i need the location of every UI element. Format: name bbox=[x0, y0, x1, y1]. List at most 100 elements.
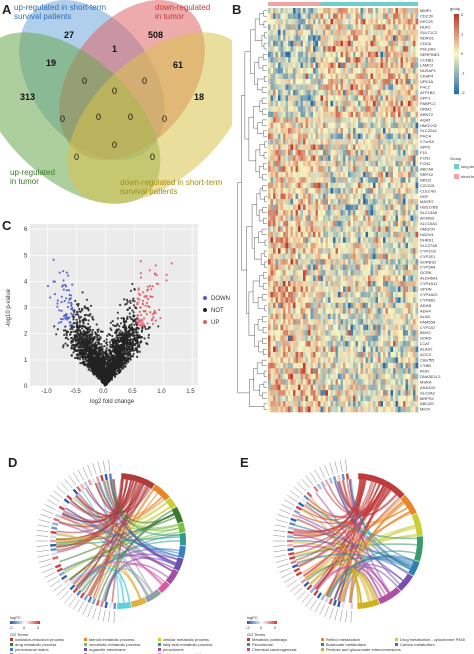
gene-label-stub bbox=[305, 475, 314, 486]
volcano-point bbox=[65, 271, 68, 274]
gene-label-stub bbox=[284, 499, 295, 506]
volcano-point bbox=[101, 355, 104, 358]
x-tick-label: 1.5 bbox=[186, 389, 195, 395]
volcano-point bbox=[94, 350, 98, 353]
volcano-point bbox=[170, 262, 173, 265]
volcano-point bbox=[138, 298, 141, 301]
gene-label: ANXA10 bbox=[420, 385, 436, 390]
gene-label: SLC2A2 bbox=[420, 390, 436, 395]
term-label: Pentose and glucuronate interconversions bbox=[326, 647, 401, 652]
gene-tick bbox=[95, 475, 100, 483]
gene-label-stub bbox=[279, 567, 291, 573]
volcano-point bbox=[132, 314, 135, 317]
volcano-plot: -1.0 -0.5 0.0 0.5 1.0 1.5 0 1 2 3 4 5 6 log2 fold cha… bbox=[6, 224, 230, 405]
gene-label-stub bbox=[97, 608, 102, 621]
chord bbox=[296, 553, 409, 574]
gene-label-stub bbox=[290, 583, 300, 592]
volcano-point bbox=[96, 330, 100, 333]
gene-label-stub bbox=[44, 504, 56, 510]
legend-marker bbox=[203, 320, 207, 324]
volcano-point bbox=[82, 360, 85, 363]
volcano-point bbox=[113, 337, 116, 341]
volcano-point bbox=[105, 374, 108, 377]
venn-diagram: up-regulated in short-term survival pati… bbox=[0, 0, 232, 210]
gene-label-stub bbox=[36, 529, 49, 533]
volcano-point bbox=[107, 373, 110, 376]
volcano-point bbox=[91, 341, 94, 344]
volcano-point bbox=[91, 315, 94, 318]
volcano-point bbox=[138, 334, 141, 337]
volcano-point bbox=[99, 347, 102, 350]
gene-tick bbox=[66, 581, 73, 588]
volcano-point bbox=[93, 345, 96, 348]
panel-letter-e: E bbox=[240, 455, 249, 470]
volcano-point bbox=[60, 318, 63, 321]
volcano-point bbox=[129, 324, 132, 327]
gene-label: FHL2 bbox=[420, 85, 431, 90]
gene-label: ABCAS bbox=[420, 401, 434, 406]
volcano-point bbox=[82, 356, 85, 359]
chord bbox=[293, 481, 373, 548]
volcano-point bbox=[78, 334, 81, 337]
volcano-point bbox=[139, 260, 142, 263]
volcano-point bbox=[72, 313, 75, 316]
volcano-point bbox=[145, 342, 148, 345]
volcano-point bbox=[100, 380, 103, 383]
volcano-point bbox=[140, 336, 143, 339]
gene-label-stub bbox=[77, 601, 84, 613]
gene-label-stub bbox=[37, 554, 50, 558]
gene-label: HMGCR bbox=[420, 227, 435, 232]
volcano-point bbox=[74, 331, 77, 334]
volcano-point bbox=[112, 324, 115, 327]
venn-count: 508 bbox=[148, 30, 164, 40]
volcano-point bbox=[119, 303, 122, 307]
gene-tick bbox=[295, 505, 303, 511]
volcano-point bbox=[85, 334, 88, 337]
gene-label: CYP3A4 bbox=[420, 265, 436, 270]
gene-tick bbox=[324, 596, 330, 603]
volcano-point bbox=[128, 306, 131, 309]
volcano-point bbox=[128, 341, 131, 344]
volcano-point bbox=[84, 344, 87, 347]
gene-label-stub bbox=[64, 478, 73, 489]
volcano-point bbox=[88, 333, 91, 336]
volcano-point bbox=[120, 339, 123, 342]
volcano-point bbox=[73, 310, 76, 313]
gene-tick bbox=[291, 563, 299, 569]
term-arc bbox=[130, 597, 147, 608]
volcano-point bbox=[125, 357, 128, 360]
volcano-point bbox=[85, 298, 88, 301]
volcano-point bbox=[108, 361, 111, 364]
volcano-point bbox=[78, 356, 81, 359]
gene-label-stub bbox=[290, 490, 300, 499]
gene-tick bbox=[288, 552, 295, 556]
volcano-point bbox=[80, 333, 84, 336]
volcano-point bbox=[116, 356, 119, 359]
gene-label-stub bbox=[339, 609, 343, 622]
x-axis-label: log2 fold change bbox=[90, 399, 135, 405]
gene-label: ADH4 bbox=[420, 308, 431, 313]
panel-letter-a: A bbox=[2, 2, 12, 17]
volcano-point bbox=[71, 327, 74, 330]
volcano-point bbox=[91, 328, 94, 332]
chord bbox=[305, 501, 417, 540]
volcano-point bbox=[153, 273, 157, 276]
group-legend-title: Group bbox=[450, 156, 462, 161]
volcano-point bbox=[124, 303, 127, 306]
volcano-point bbox=[85, 318, 88, 321]
volcano-point bbox=[88, 339, 91, 342]
volcano-point bbox=[122, 318, 125, 321]
term-label: extracellular exosome bbox=[89, 652, 129, 654]
logfc-tick: 0 bbox=[23, 625, 26, 630]
gene-tick bbox=[56, 509, 64, 515]
gene-label: SULT1C2 bbox=[420, 30, 438, 35]
gene-label: ALAD bbox=[420, 314, 431, 319]
venn-count: 0 bbox=[82, 76, 88, 86]
volcano-point bbox=[129, 327, 132, 330]
volcano-point bbox=[121, 344, 124, 347]
venn-count: 27 bbox=[64, 30, 75, 40]
logfc-tick: -2 bbox=[9, 625, 13, 630]
gene-tick bbox=[87, 596, 93, 603]
volcano-point bbox=[114, 355, 117, 358]
volcano-point bbox=[56, 302, 59, 305]
